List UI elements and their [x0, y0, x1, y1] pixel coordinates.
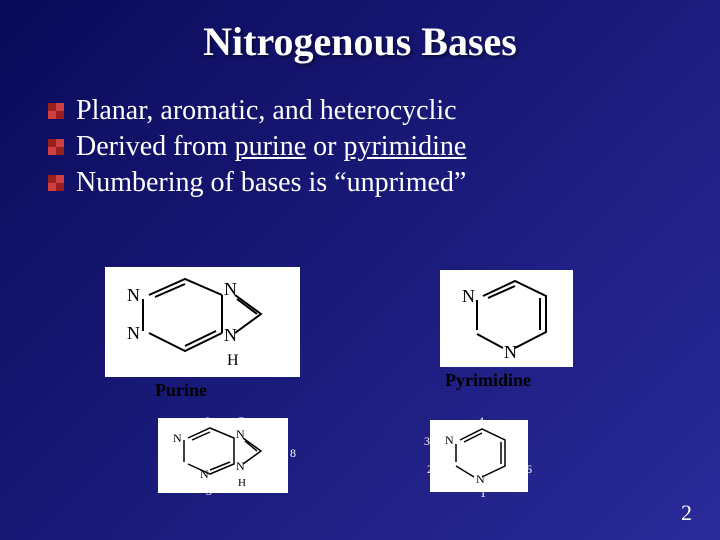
svg-text:N: N — [462, 286, 475, 306]
purine-num-7: 7 — [238, 414, 244, 429]
bullet-list: Planar, aromatic, and heterocyclic Deriv… — [48, 95, 720, 199]
bullet-icon — [48, 175, 64, 191]
svg-text:N: N — [127, 285, 140, 305]
bullet-item: Numbering of bases is “unprimed” — [48, 167, 720, 199]
pyrimidine-large-diagram: N N — [440, 270, 573, 367]
bullet-text: Derived from purine or pyrimidine — [76, 131, 466, 163]
purine-num-5: 5 — [210, 432, 216, 447]
svg-text:H: H — [227, 352, 239, 369]
svg-text:N: N — [236, 427, 245, 441]
bullet-icon — [48, 103, 64, 119]
svg-text:N: N — [200, 467, 209, 481]
purine-num-9: 9 — [268, 482, 274, 497]
purine-num-2: 2 — [166, 468, 172, 483]
svg-text:N: N — [445, 433, 454, 447]
svg-text:N: N — [504, 342, 517, 362]
svg-text:N: N — [476, 472, 485, 486]
purine-num-4: 4 — [219, 445, 225, 460]
pyrimidine-num-3: 3 — [424, 434, 430, 449]
page-number: 2 — [681, 500, 692, 526]
purine-large-diagram: N N N N H — [105, 267, 300, 377]
bullet-text: Numbering of bases is “unprimed” — [76, 167, 466, 199]
purine-num-3: 3 — [206, 484, 212, 499]
pyrimidine-num-1: 1 — [480, 486, 486, 501]
pyrimidine-num-5: 5 — [512, 422, 518, 437]
svg-text:N: N — [173, 431, 182, 445]
svg-text:H: H — [238, 477, 246, 489]
bullet-item: Planar, aromatic, and heterocyclic — [48, 95, 720, 127]
slide-title: Nitrogenous Bases — [0, 0, 720, 65]
pyrimidine-num-6: 6 — [526, 462, 532, 477]
bullet-icon — [48, 139, 64, 155]
purine-label: Purine — [155, 380, 207, 401]
pyrimidine-num-4: 4 — [478, 414, 484, 429]
purine-num-6: 6 — [204, 414, 210, 429]
svg-text:N: N — [127, 323, 140, 343]
svg-text:N: N — [236, 459, 245, 473]
purine-num-8: 8 — [290, 446, 296, 461]
pyrimidine-num-2: 2 — [427, 462, 433, 477]
pyrimidine-label: Pyrimidine — [445, 370, 531, 391]
bullet-text: Planar, aromatic, and heterocyclic — [76, 95, 457, 127]
svg-text:N: N — [224, 325, 237, 345]
purine-num-1: 1 — [160, 432, 166, 447]
bullet-item: Derived from purine or pyrimidine — [48, 131, 720, 163]
svg-text:N: N — [224, 279, 237, 299]
